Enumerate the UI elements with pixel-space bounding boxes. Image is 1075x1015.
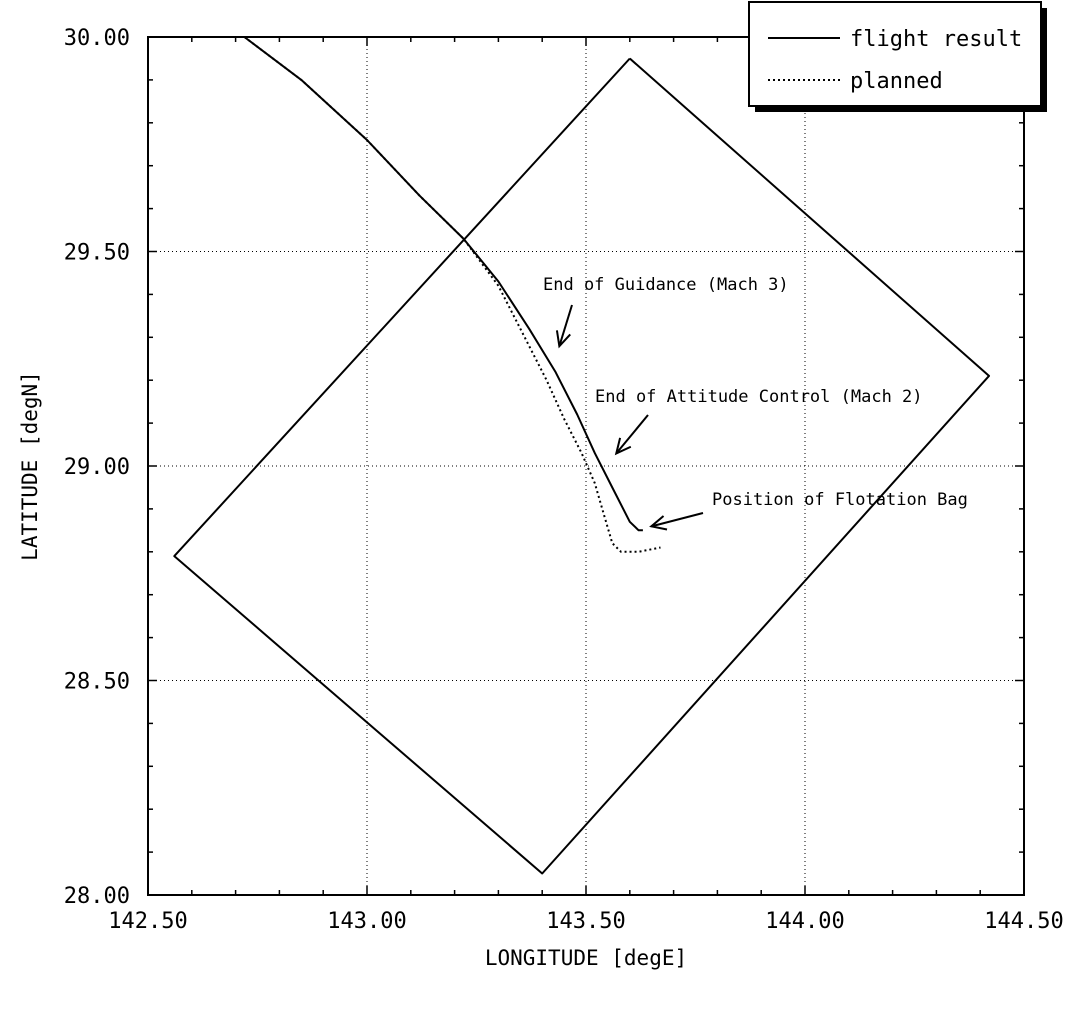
x-tick-label: 144.00 — [765, 909, 844, 934]
y-axis-title: LATITUDE [degN] — [18, 371, 42, 561]
legend-label-planned: planned — [850, 69, 943, 94]
y-tick-label: 29.50 — [64, 241, 130, 266]
x-axis-title: LONGITUDE [degE] — [485, 946, 687, 970]
legend-label-flight-result: flight result — [850, 27, 1022, 52]
annotation-end-of-attitude-control: End of Attitude Control (Mach 2) — [595, 387, 923, 407]
legend-box — [748, 1, 1042, 107]
y-tick-label: 29.00 — [64, 455, 130, 480]
annotation-arrow-line — [651, 512, 704, 528]
x-tick-label: 143.00 — [327, 909, 406, 934]
y-tick-label: 28.50 — [64, 670, 130, 695]
impact-area-boundary — [173, 57, 990, 875]
annotation-arrow-head — [555, 330, 571, 349]
y-tick-label: 30.00 — [64, 26, 130, 51]
annotation-end-of-guidance: End of Guidance (Mach 3) — [543, 275, 789, 295]
y-tick-label: 28.00 — [64, 884, 130, 909]
planned-line — [243, 36, 661, 553]
annotation-arrow-line — [558, 304, 573, 347]
legend: flight result planned — [748, 1, 1047, 112]
annotation-arrow-head — [649, 515, 668, 531]
x-tick-label: 143.50 — [546, 909, 625, 934]
annotation-flotation-bag: Position of Flotation Bag — [712, 490, 968, 510]
x-tick-label: 142.50 — [108, 909, 187, 934]
annotation-arrow-line — [615, 414, 649, 455]
flight-result-line — [243, 36, 643, 532]
annotation-arrow-head — [614, 437, 632, 456]
x-tick-label: 144.50 — [984, 909, 1063, 934]
